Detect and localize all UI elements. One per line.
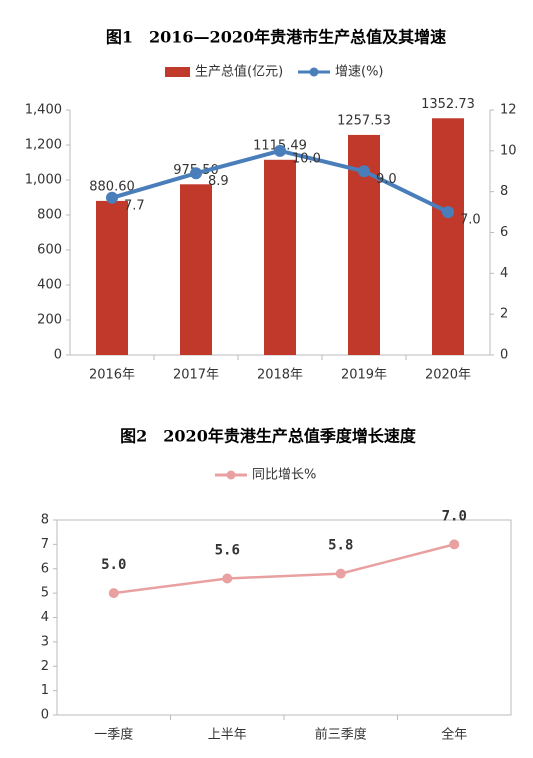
x-tick-label: 前三季度 — [315, 727, 367, 743]
value-label: 7.7 — [124, 198, 145, 213]
x-tick-label: 上半年 — [208, 728, 247, 743]
y-tick-label: 3 — [41, 634, 49, 649]
x-tick-label: 2016年 — [89, 368, 135, 383]
y-tick-label: 2 — [41, 659, 49, 674]
value-label: 880.60 — [89, 179, 135, 194]
y2-tick-label: 8 — [500, 184, 508, 199]
legend-swatch — [165, 67, 190, 77]
legend-label: 生产总值(亿元) — [195, 64, 283, 80]
value-label: 10.0 — [292, 151, 321, 166]
y-tick-label: 6 — [41, 561, 49, 576]
point — [442, 206, 454, 219]
legend-marker — [309, 67, 319, 77]
y-tick-label: 0 — [54, 348, 62, 363]
x-tick-label: 一季度 — [94, 727, 133, 743]
y-tick-label: 0 — [41, 708, 49, 723]
y-tick-label: 1,400 — [25, 103, 62, 118]
y-tick-label: 4 — [41, 610, 49, 625]
point — [449, 539, 460, 550]
value-label: 5.6 — [215, 543, 240, 559]
y-tick-label: 200 — [37, 313, 62, 328]
x-tick-label: 2019年 — [341, 368, 387, 383]
point — [335, 568, 346, 579]
y-tick-label: 5 — [41, 586, 49, 601]
y-tick-label: 8 — [41, 513, 49, 528]
point — [358, 165, 370, 178]
legend-label: 同比增长% — [252, 468, 316, 483]
bar — [432, 118, 464, 355]
value-label: 7.0 — [442, 508, 467, 524]
y-tick-label: 800 — [37, 208, 62, 223]
x-tick-label: 2020年 — [425, 368, 471, 383]
value-label: 7.0 — [460, 213, 481, 228]
x-tick-label: 全年 — [441, 727, 467, 743]
bar — [96, 200, 128, 355]
point — [108, 588, 119, 599]
value-label: 5.0 — [101, 557, 126, 573]
bar — [264, 159, 296, 355]
point — [222, 573, 233, 584]
x-tick-label: 2018年 — [257, 368, 303, 383]
y-tick-label: 600 — [37, 243, 62, 258]
chart-title: 图2 2020年贵港生产总值季度增长速度 — [120, 427, 417, 446]
line — [113, 543, 455, 595]
value-label: 8.9 — [208, 174, 229, 189]
bar — [180, 184, 212, 355]
y-tick-label: 400 — [37, 278, 62, 293]
value-label: 1257.53 — [337, 113, 391, 128]
y2-tick-label: 4 — [500, 266, 508, 281]
y2-tick-label: 0 — [500, 348, 508, 363]
x-tick-label: 2017年 — [173, 368, 219, 383]
legend-label: 增速(%) — [335, 65, 384, 80]
y-tick-label: 7 — [41, 537, 49, 552]
y2-tick-label: 10 — [500, 143, 517, 158]
y-tick-label: 1 — [41, 683, 49, 698]
y-tick-label: 1,000 — [25, 173, 62, 188]
point — [274, 144, 286, 157]
plot-frame — [56, 519, 512, 716]
point — [190, 167, 202, 180]
value-label: 9.0 — [376, 172, 397, 187]
value-label: 1352.73 — [421, 97, 475, 112]
chart-title: 图1 2016—2020年贵港市生产总值及其增速 — [106, 28, 446, 47]
legend-marker — [226, 470, 236, 480]
y2-tick-label: 12 — [500, 103, 517, 118]
y2-tick-label: 2 — [500, 307, 508, 322]
y-tick-label: 1,200 — [25, 138, 62, 153]
y2-tick-label: 6 — [500, 225, 508, 240]
point — [106, 191, 118, 204]
value-label: 5.8 — [328, 538, 353, 554]
